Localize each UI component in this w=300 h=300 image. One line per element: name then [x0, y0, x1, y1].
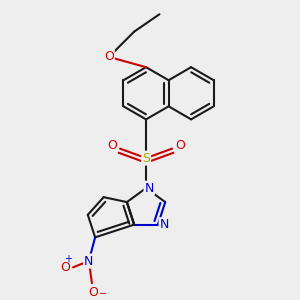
- Text: O: O: [60, 261, 70, 274]
- Text: N: N: [145, 182, 154, 195]
- Text: +: +: [64, 254, 72, 264]
- Text: O: O: [88, 286, 98, 299]
- Text: −: −: [99, 289, 107, 299]
- Text: N: N: [84, 254, 94, 268]
- Text: S: S: [142, 152, 150, 165]
- Text: N: N: [160, 218, 169, 231]
- Text: O: O: [175, 139, 185, 152]
- Text: O: O: [104, 50, 114, 63]
- Text: O: O: [107, 139, 117, 152]
